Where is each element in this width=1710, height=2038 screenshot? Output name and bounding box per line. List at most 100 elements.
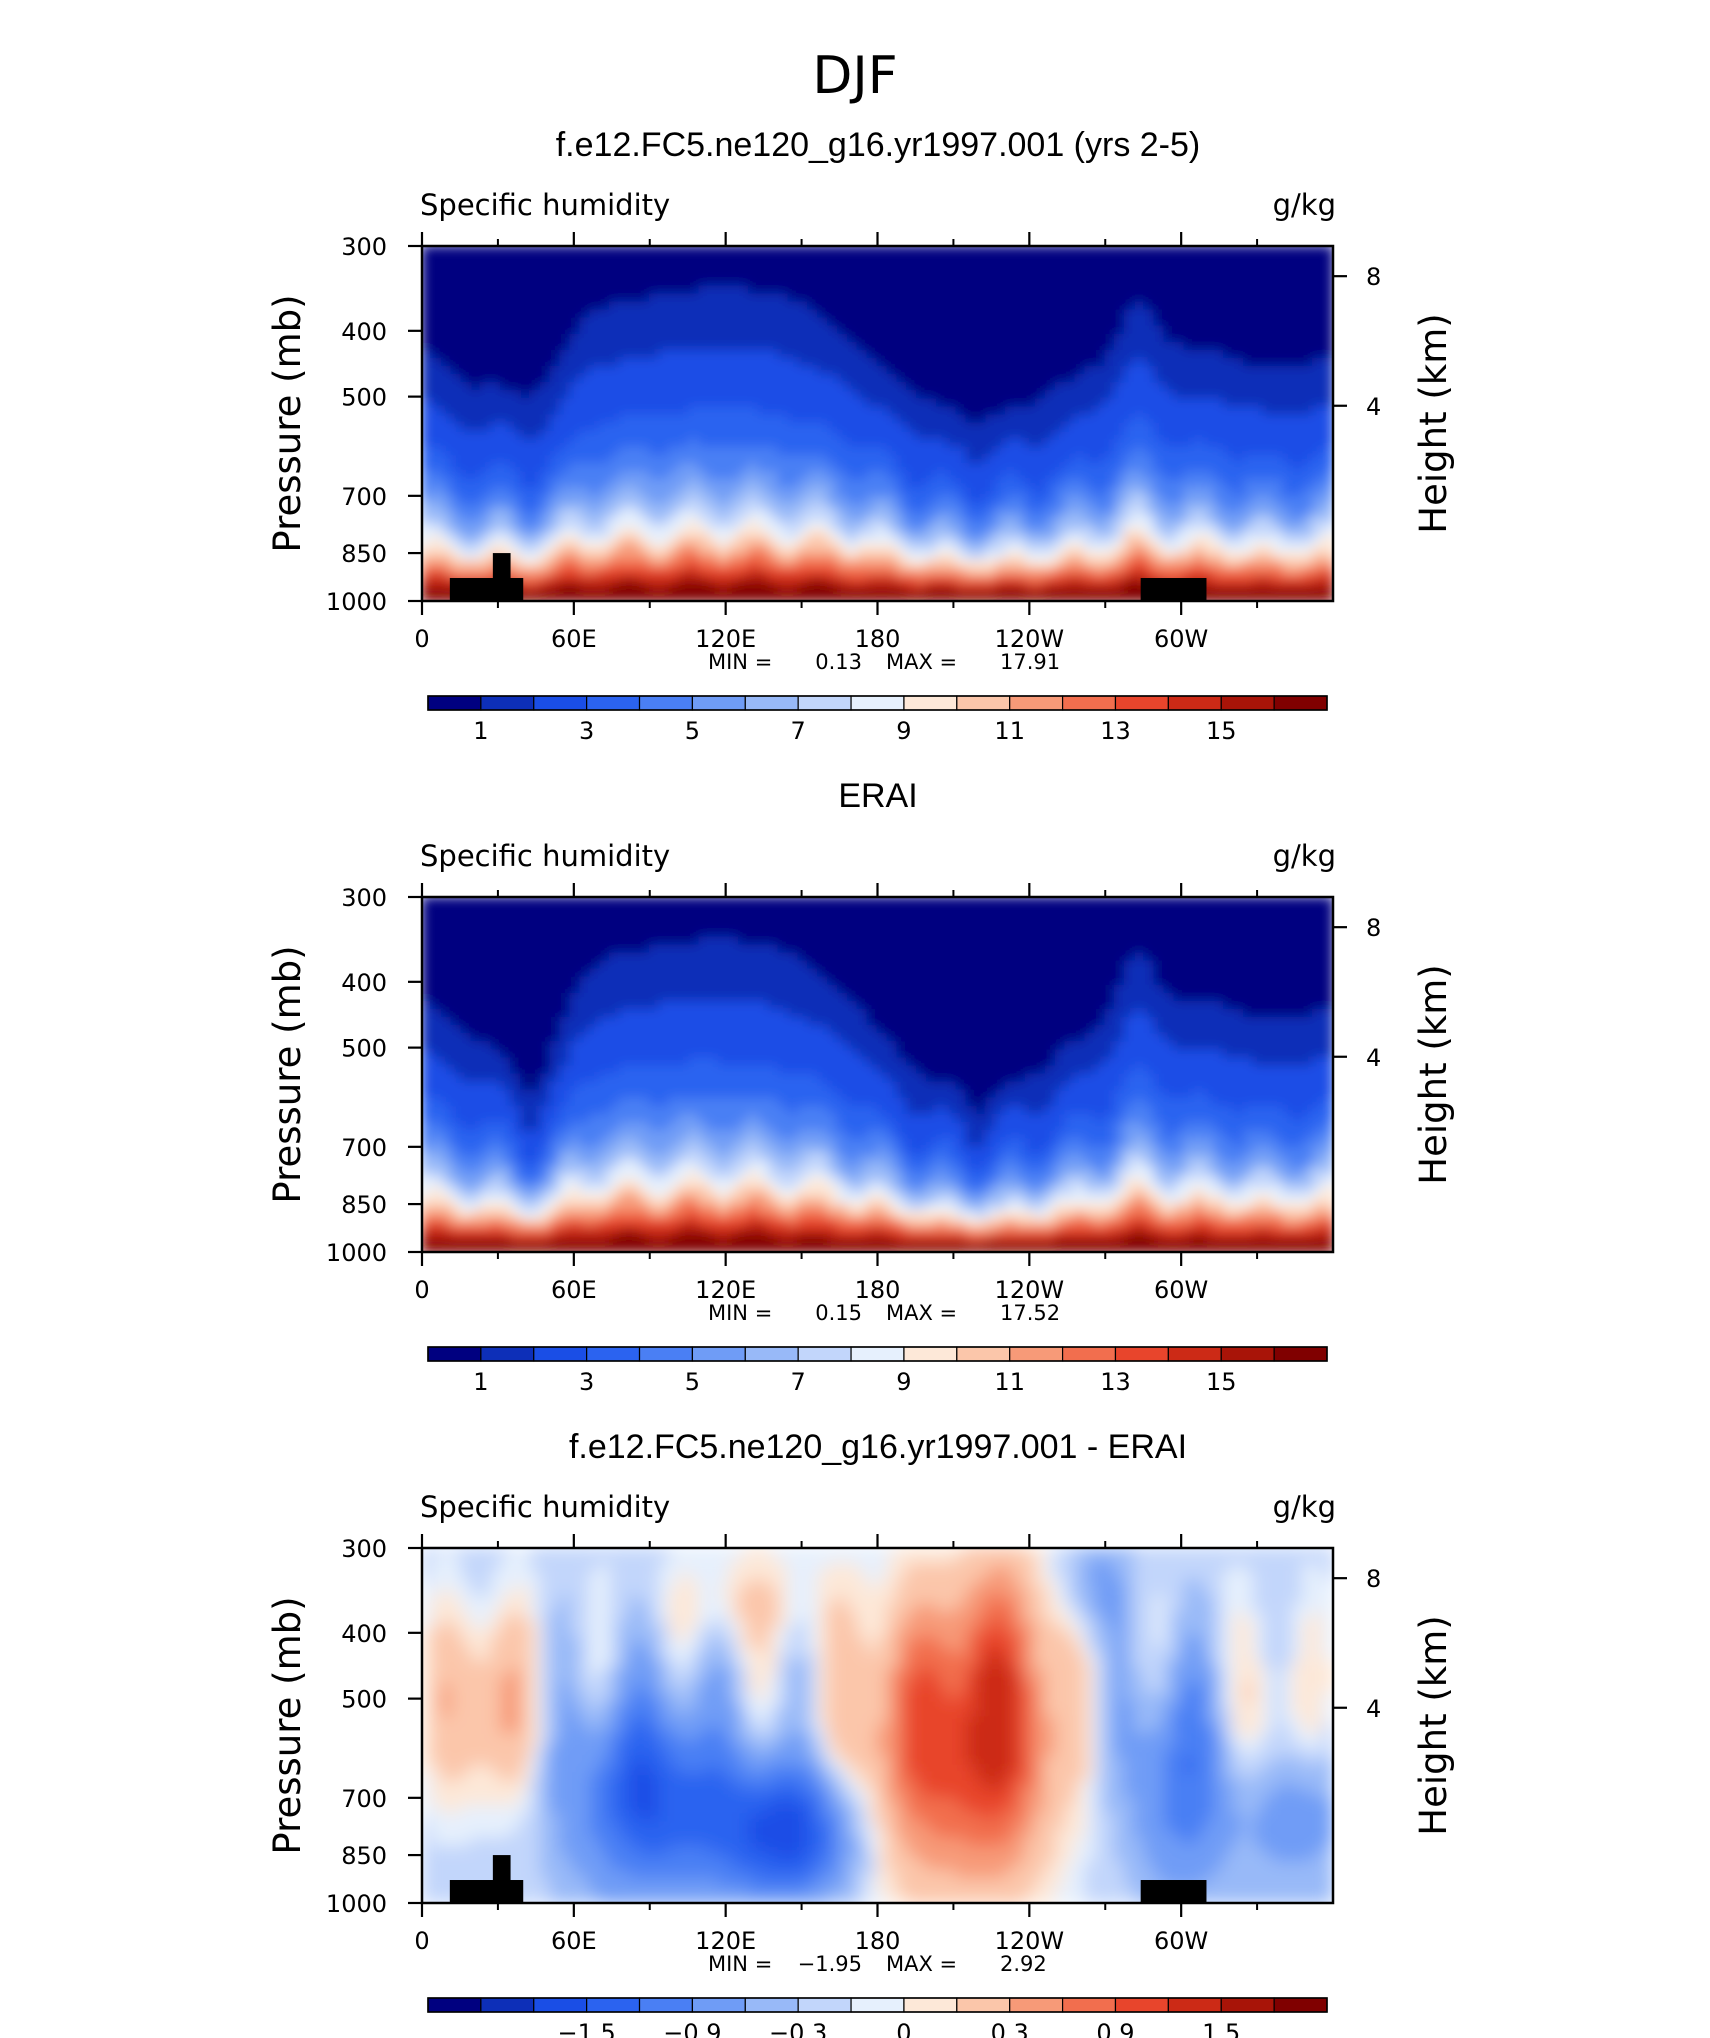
colorbar-label: 1	[473, 1368, 488, 1396]
x-tick-label: 60E	[551, 1276, 597, 1304]
right-tick-label: 8	[1366, 1565, 1381, 1593]
colorbar-label: 0.9	[1096, 2019, 1134, 2038]
colorbar-swatch	[533, 1346, 588, 1362]
colorbar-label: 1.5	[1202, 2019, 1240, 2038]
panel-units-label: g/kg	[1273, 1490, 1336, 1524]
y-tick-label: 700	[341, 1134, 387, 1162]
colorbar-swatch	[956, 695, 1011, 711]
x-tick-label: 180	[855, 1927, 901, 1955]
y-tick-label: 700	[341, 1785, 387, 1813]
right-tick-label: 4	[1366, 393, 1381, 421]
colorbar-swatch	[1220, 1346, 1275, 1362]
right-tick-label: 8	[1366, 263, 1381, 291]
stat-min-value: 0.15	[815, 1301, 862, 1325]
colorbar-swatch	[1167, 1346, 1222, 1362]
x-tick-label: 120E	[695, 1927, 756, 1955]
colorbar-swatch	[850, 695, 905, 711]
panel-title: ERAI	[838, 777, 917, 815]
colorbar-swatch	[797, 695, 852, 711]
x-tick-label: 180	[855, 1276, 901, 1304]
x-tick-label: 0	[414, 625, 429, 653]
colorbar-swatch	[797, 1346, 852, 1362]
y-tick-label: 500	[341, 1035, 387, 1063]
colorbar-swatch	[691, 695, 746, 711]
colorbar: 1 3 5 7 9 11 13 15	[427, 695, 1328, 745]
colorbar-swatch	[427, 1997, 482, 2013]
right-axis-title: Height (km)	[1412, 964, 1455, 1184]
colorbar: 1 3 5 7 9 11 13 15	[427, 1346, 1328, 1396]
panel-2: ERAI Specific humidity g/kg 0 60E 120E 180 120W…	[266, 777, 1455, 1396]
y-tick-label: 850	[341, 1842, 387, 1870]
x-tick-label: 0	[414, 1927, 429, 1955]
stat-min-label: MIN =	[708, 650, 772, 674]
stat-max-label: MAX =	[886, 1952, 957, 1976]
colorbar-label: 0.3	[991, 2019, 1029, 2038]
x-tick-label: 60W	[1154, 1927, 1208, 1955]
panel-left-label: Specific humidity	[420, 188, 670, 222]
colorbar-swatch	[638, 1346, 694, 1362]
colorbar-swatch	[427, 695, 482, 711]
colorbar-swatch	[1273, 695, 1328, 711]
y-axis-title: Pressure (mb)	[266, 945, 309, 1203]
y-axis-title: Pressure (mb)	[266, 294, 309, 552]
x-tick-label: 120E	[695, 1276, 756, 1304]
y-tick-label: 850	[341, 1191, 387, 1219]
colorbar-label: 13	[1100, 717, 1131, 745]
y-tick-label: 1000	[326, 588, 387, 616]
topography-mask	[492, 553, 511, 601]
colorbar-swatch	[1273, 1997, 1328, 2013]
stat-max-label: MAX =	[886, 1301, 957, 1325]
x-tick-label: 180	[855, 625, 901, 653]
y-tick-label: 300	[341, 884, 387, 912]
colorbar-label: −1.5	[558, 2019, 616, 2038]
stat-min-value: −1.95	[798, 1952, 862, 1976]
panel-title: f.e12.FC5.ne120_g16.yr1997.001 (yrs 2-5)	[556, 126, 1201, 164]
stat-min-label: MIN =	[708, 1301, 772, 1325]
topography-mask	[449, 1880, 524, 1903]
topography-mask	[1140, 1880, 1207, 1903]
colorbar-label: 5	[685, 717, 700, 745]
x-tick-label: 120W	[995, 1276, 1065, 1304]
topography-mask	[1140, 578, 1207, 601]
stat-min-value: 0.13	[815, 650, 862, 674]
y-tick-label: 500	[341, 1686, 387, 1714]
x-tick-label: 0	[414, 1276, 429, 1304]
colorbar-label: −0.3	[769, 2019, 827, 2038]
y-tick-label: 850	[341, 540, 387, 568]
colorbar-swatch	[1220, 695, 1275, 711]
colorbar-swatch	[480, 1346, 535, 1362]
colorbar-swatch	[903, 1346, 958, 1362]
colorbar-swatch	[744, 1346, 799, 1362]
panel-units-label: g/kg	[1273, 839, 1336, 873]
topography-mask	[449, 578, 524, 601]
right-tick-label: 4	[1366, 1695, 1381, 1723]
colorbar-label: 11	[994, 717, 1025, 745]
x-tick-label: 60W	[1154, 625, 1208, 653]
stat-max-value: 17.52	[1000, 1301, 1060, 1325]
colorbar: −1.5 −0.9 −0.3 0 0.3 0.9 1.5	[427, 1997, 1328, 2038]
colorbar-swatch	[586, 695, 641, 711]
colorbar-swatch	[1167, 1997, 1222, 2013]
x-tick-label: 60E	[551, 625, 597, 653]
colorbar-label: 9	[896, 1368, 911, 1396]
stat-max-label: MAX =	[886, 650, 957, 674]
colorbar-swatch	[1114, 1997, 1169, 2013]
panel-units-label: g/kg	[1273, 188, 1336, 222]
stat-min-label: MIN =	[708, 1952, 772, 1976]
y-tick-label: 400	[341, 318, 387, 346]
y-tick-label: 500	[341, 384, 387, 412]
colorbar-swatch	[1167, 695, 1222, 711]
colorbar-label: 11	[994, 1368, 1025, 1396]
y-tick-label: 1000	[326, 1890, 387, 1918]
colorbar-label: 3	[579, 717, 594, 745]
colorbar-swatch	[533, 695, 588, 711]
colorbar-swatch	[1061, 1346, 1117, 1362]
figure-title: DJF	[812, 46, 897, 106]
x-tick-label: 120E	[695, 625, 756, 653]
right-tick-label: 8	[1366, 914, 1381, 942]
colorbar-label: 15	[1206, 1368, 1237, 1396]
panel-title: f.e12.FC5.ne120_g16.yr1997.001 - ERAI	[569, 1428, 1187, 1466]
y-tick-label: 400	[341, 969, 387, 997]
colorbar-label: 15	[1206, 717, 1237, 745]
